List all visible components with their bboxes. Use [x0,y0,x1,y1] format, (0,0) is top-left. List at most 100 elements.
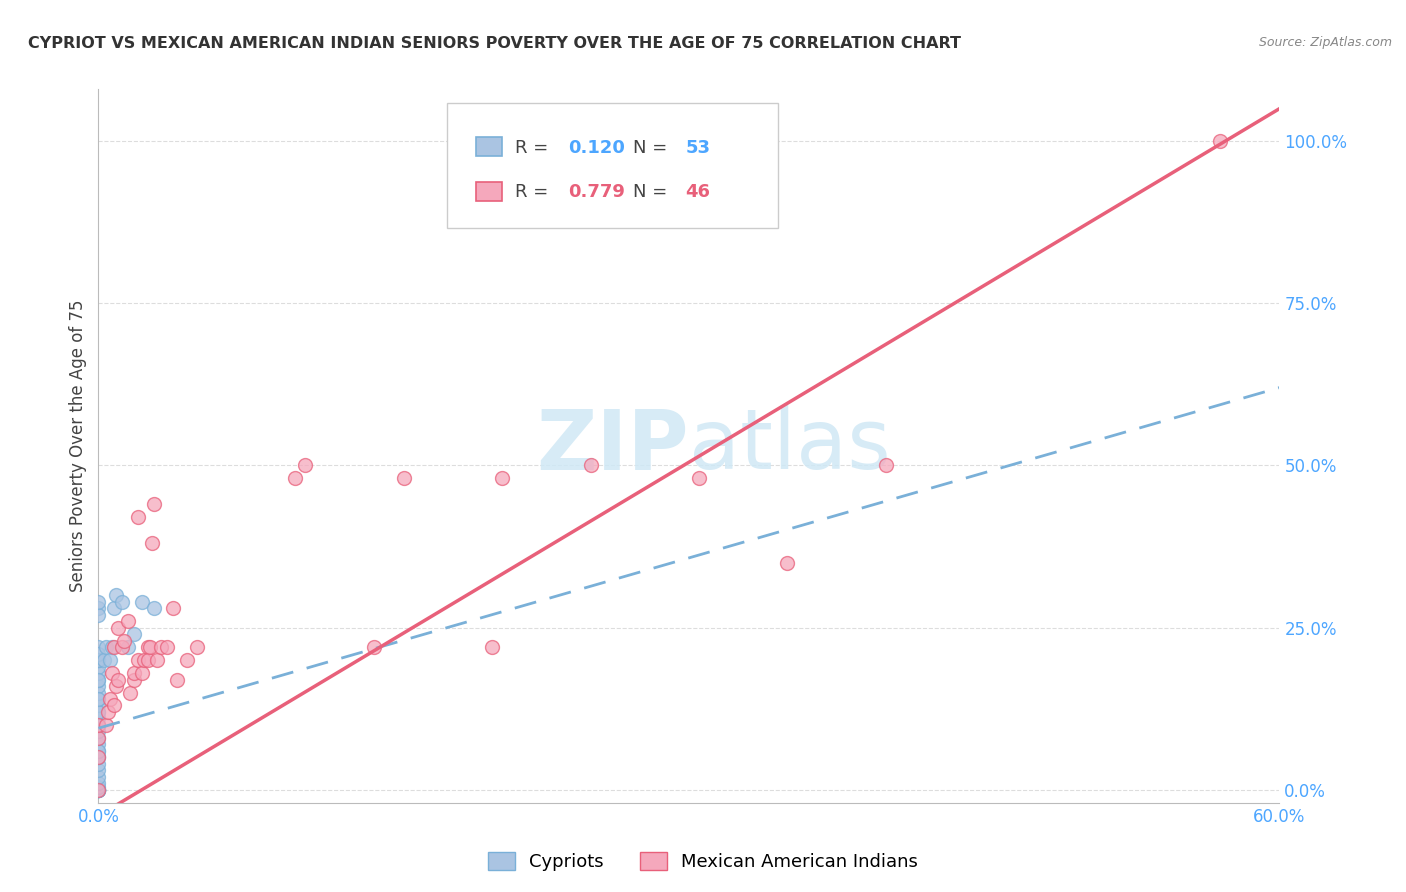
Y-axis label: Seniors Poverty Over the Age of 75: Seniors Poverty Over the Age of 75 [69,300,87,592]
Point [284,471,307,485]
Point [136,640,159,654]
Text: R =: R = [516,183,554,201]
Point [87,764,110,778]
Legend: Cypriots, Mexican American Indians: Cypriots, Mexican American Indians [481,845,925,879]
Text: 0.779: 0.779 [568,183,626,201]
Point [87,782,110,797]
Point [150,640,173,654]
Point [87,750,110,764]
Point [103,698,125,713]
Point [101,666,124,681]
Point [87,782,110,797]
Point [87,692,110,706]
Point [132,653,155,667]
Point [87,653,110,667]
Text: ZIP: ZIP [537,406,689,486]
Point [87,679,110,693]
Point [131,666,153,681]
Point [87,731,110,745]
Point [87,718,110,732]
Point [87,756,110,771]
Point [176,653,198,667]
Point [776,556,799,570]
FancyBboxPatch shape [477,182,502,201]
Point [98,692,121,706]
Point [117,640,139,654]
Point [87,705,110,719]
FancyBboxPatch shape [447,103,778,228]
Point [87,750,110,764]
Text: N =: N = [634,183,673,201]
Point [127,653,149,667]
Point [87,782,110,797]
Point [87,782,110,797]
Point [87,653,110,667]
Text: 53: 53 [685,139,710,157]
Point [87,653,110,667]
Point [142,601,165,615]
Point [294,458,316,473]
Point [87,705,110,719]
Point [105,588,128,602]
Point [87,595,110,609]
Point [87,601,110,615]
Point [101,640,124,654]
Point [87,666,110,681]
Point [111,640,134,654]
Point [87,731,110,745]
Text: N =: N = [634,139,673,157]
Point [1209,134,1232,148]
Point [87,744,110,758]
Point [87,750,110,764]
Point [103,640,125,654]
Point [875,458,897,473]
Point [87,782,110,797]
Point [131,595,153,609]
Point [87,738,110,752]
FancyBboxPatch shape [477,137,502,156]
Point [87,782,110,797]
Point [96,640,118,654]
Point [87,782,110,797]
Point [122,627,145,641]
Point [122,666,145,681]
Point [579,458,602,473]
Point [87,718,110,732]
Point [97,705,120,719]
Point [138,640,160,654]
Point [87,770,110,784]
Point [117,614,139,628]
Point [122,673,145,687]
Point [87,711,110,725]
Point [481,640,503,654]
Point [156,640,179,654]
Point [87,724,110,739]
Point [98,653,121,667]
Point [87,685,110,699]
Point [146,653,169,667]
Text: Source: ZipAtlas.com: Source: ZipAtlas.com [1258,36,1392,49]
Point [87,780,110,794]
Point [491,471,513,485]
Point [87,698,110,713]
Point [87,782,110,797]
Point [107,673,129,687]
Point [162,601,184,615]
Point [127,510,149,524]
Point [87,640,110,654]
Point [142,497,165,511]
Text: 0.120: 0.120 [568,139,626,157]
Point [103,601,125,615]
Point [87,744,110,758]
Point [363,640,385,654]
Point [87,659,110,673]
Point [166,673,188,687]
Point [87,673,110,687]
Point [87,692,110,706]
Text: atlas: atlas [689,406,890,486]
Point [186,640,208,654]
Text: 46: 46 [685,183,710,201]
Point [87,776,110,790]
Point [136,653,159,667]
Point [107,621,129,635]
